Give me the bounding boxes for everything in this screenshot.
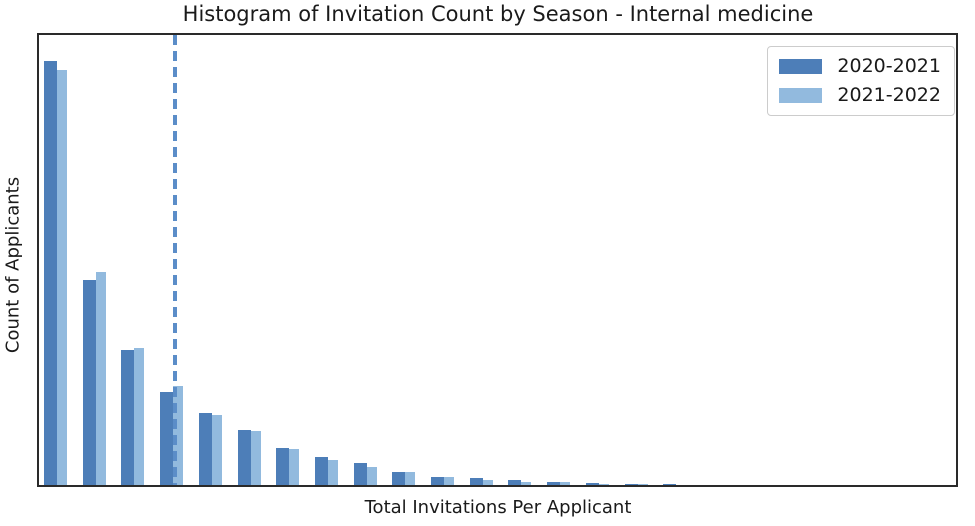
plot-area: 2020-2021 2021-2022 (37, 33, 958, 487)
bar-2020-2021-bin-6 (237, 430, 251, 485)
legend-entry-2021-2022: 2021-2022 (779, 83, 941, 106)
chart-title: Histogram of Invitation Count by Season … (182, 2, 814, 26)
bar-2021-2022-bin-10 (405, 472, 416, 485)
legend-swatch-2020-2021 (779, 58, 823, 74)
bar-2020-2021-bin-14 (547, 482, 561, 485)
legend-entry-2020-2021: 2020-2021 (779, 56, 941, 77)
bar-2021-2022-bin-5 (211, 415, 222, 485)
legend-swatch-2021-2022 (779, 87, 823, 103)
bar-2021-2022-bin-16 (637, 484, 648, 485)
x-axis-label: Total Invitations Per Applicant (364, 497, 632, 518)
bar-2020-2021-bin-3 (121, 350, 135, 485)
y-axis-label: Count of Applicants (2, 176, 24, 354)
bar-2021-2022-bin-7 (289, 449, 300, 485)
bar-2021-2022-bin-8 (327, 460, 338, 485)
bar-2020-2021-bin-12 (469, 478, 483, 485)
bar-2020-2021-bin-8 (314, 457, 328, 485)
bar-2020-2021-bin-2 (82, 280, 96, 485)
bar-2021-2022-bin-15 (598, 484, 609, 485)
bar-2021-2022-bin-4 (173, 386, 184, 485)
bar-2021-2022-bin-1 (57, 70, 67, 485)
legend: 2020-2021 2021-2022 (767, 46, 955, 116)
bar-2020-2021-bin-5 (198, 413, 212, 485)
bar-2021-2022-bin-9 (366, 467, 377, 485)
bar-2020-2021-bin-13 (508, 480, 522, 485)
bar-2021-2022-bin-13 (521, 482, 532, 485)
bar-2021-2022-bin-11 (444, 477, 454, 485)
bar-2020-2021-bin-11 (431, 477, 444, 485)
bar-2020-2021-bin-1 (44, 61, 57, 485)
bar-2021-2022-bin-6 (250, 431, 261, 485)
bar-2020-2021-bin-7 (276, 448, 290, 485)
bar-2020-2021-bin-4 (160, 392, 174, 485)
bar-2021-2022-bin-2 (95, 272, 106, 485)
bar-2021-2022-bin-12 (482, 480, 493, 485)
bar-2020-2021-bin-16 (624, 484, 638, 485)
bar-2021-2022-bin-14 (560, 482, 571, 485)
mean-dashed-line (173, 35, 177, 485)
legend-label-2021-2022: 2021-2022 (837, 83, 941, 106)
bar-2020-2021-bin-9 (353, 463, 367, 485)
bar-2020-2021-bin-15 (585, 483, 599, 485)
bar-2020-2021-bin-10 (392, 472, 406, 485)
legend-label-2020-2021: 2020-2021 (837, 55, 941, 77)
bar-2020-2021-bin-17 (663, 484, 677, 485)
bars-layer (39, 35, 956, 485)
bar-2021-2022-bin-3 (134, 348, 145, 485)
